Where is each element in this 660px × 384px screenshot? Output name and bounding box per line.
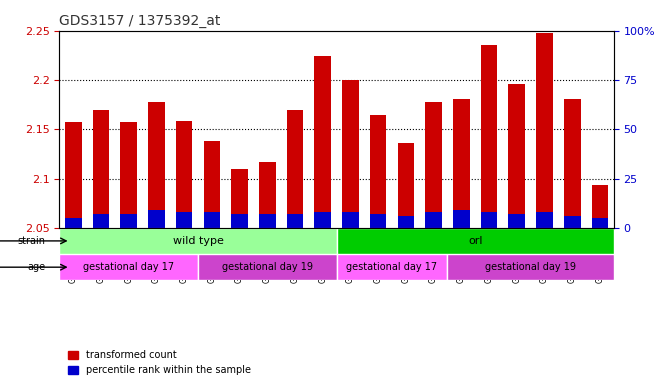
Bar [337,228,614,254]
Bar [342,80,359,212]
Bar [203,141,220,212]
Bar [425,212,442,228]
Bar [92,214,110,228]
Bar [342,212,359,228]
Bar [591,185,609,218]
Bar [286,109,304,214]
Bar [314,56,331,212]
Text: age: age [28,262,46,272]
Bar [447,254,614,280]
Bar [203,212,220,228]
Bar [425,102,442,212]
Bar [508,214,525,228]
Bar [536,33,553,212]
Bar [65,122,82,218]
Bar [564,99,581,216]
Bar [231,169,248,214]
Bar [259,162,276,214]
Bar [397,216,414,228]
Bar [370,116,387,214]
Bar [148,102,165,210]
Text: gestational day 17: gestational day 17 [83,262,174,272]
Text: gestational day 19: gestational day 19 [485,262,576,272]
Bar [397,143,414,216]
Text: gestational day 19: gestational day 19 [222,262,313,272]
Bar [59,228,337,254]
Bar [536,212,553,228]
Bar [370,214,387,228]
Bar [480,45,498,212]
Bar [480,212,498,228]
Text: orl: orl [468,236,482,246]
Text: gestational day 17: gestational day 17 [346,262,438,272]
Legend: transformed count, percentile rank within the sample: transformed count, percentile rank withi… [64,346,255,379]
Bar [120,214,137,228]
Bar [148,210,165,228]
Bar [176,212,193,228]
Bar [198,254,337,280]
Text: wild type: wild type [172,236,224,246]
Bar [564,216,581,228]
Bar [59,254,198,280]
Bar [453,210,470,228]
Bar [453,99,470,210]
Bar [231,214,248,228]
Bar [286,214,304,228]
Bar [120,122,137,214]
Bar [508,84,525,214]
Bar [591,218,609,228]
Bar [259,214,276,228]
Bar [65,218,82,228]
Bar [92,109,110,214]
Text: strain: strain [18,236,46,246]
Bar [314,212,331,228]
Bar [176,121,193,212]
Text: GDS3157 / 1375392_at: GDS3157 / 1375392_at [59,14,221,28]
Bar [337,254,447,280]
